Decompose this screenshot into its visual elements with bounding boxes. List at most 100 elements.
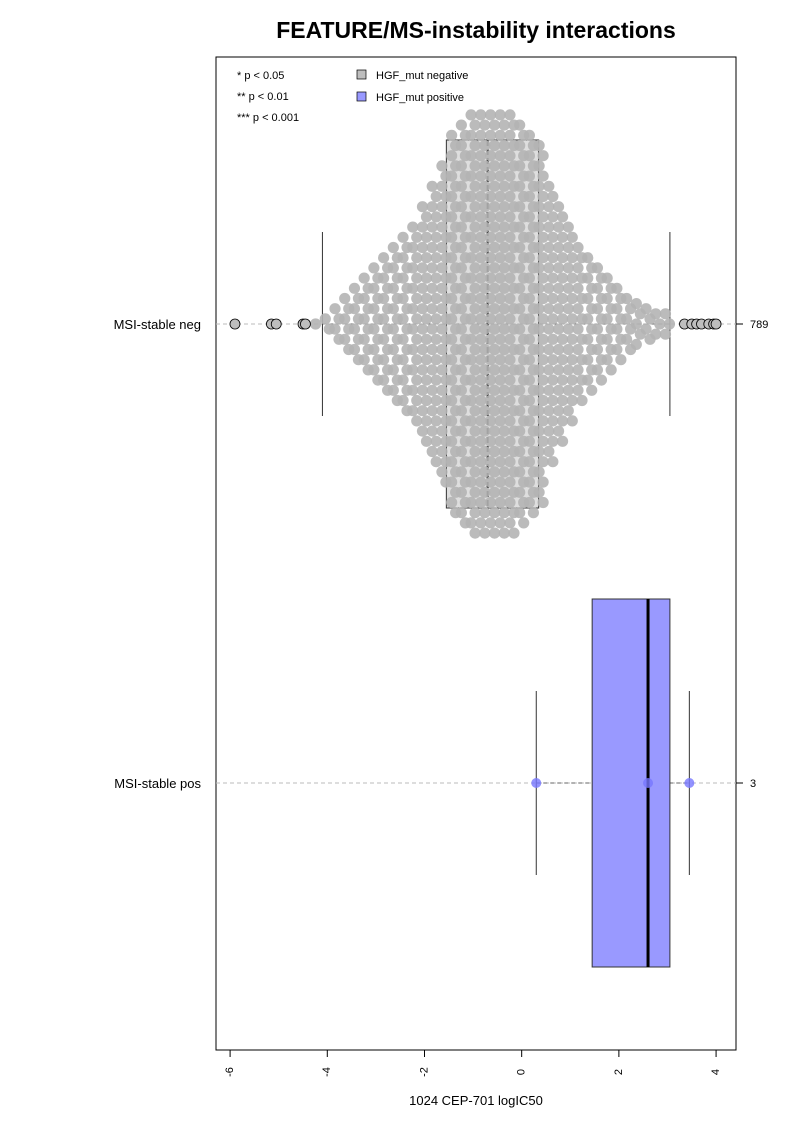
swarm-dot	[469, 160, 481, 172]
swarm-dot	[514, 425, 526, 437]
swarm-dot	[416, 303, 429, 315]
swarm-dot	[537, 252, 549, 264]
swarm-dot	[416, 201, 429, 213]
swarm-dot	[533, 323, 545, 335]
swarm-dot	[488, 201, 501, 213]
swarm-dot	[416, 282, 429, 294]
swarm-dot	[537, 170, 549, 182]
swarm-dot	[420, 354, 433, 366]
swarm-dot	[446, 272, 458, 284]
swarm-dot	[552, 262, 565, 274]
swarm-dot	[630, 338, 642, 350]
swarm-dot	[430, 456, 442, 468]
swarm-dot	[572, 343, 584, 356]
swarm-dot	[537, 231, 549, 243]
swarm-dot	[484, 211, 497, 223]
swarm-dot	[479, 507, 491, 519]
swarm-dot	[514, 405, 526, 417]
swarm-dot	[562, 282, 574, 294]
swarm-dot	[475, 211, 487, 223]
swarm-dot	[562, 364, 574, 376]
swarm-dot	[469, 323, 481, 335]
swarm-dot	[494, 190, 506, 203]
swarm-dot	[469, 405, 481, 417]
swarm-dot	[601, 313, 613, 325]
swarm-dot	[446, 313, 458, 325]
swarm-dot	[562, 343, 574, 356]
swarm-dot	[552, 282, 565, 294]
swarm-dot	[514, 282, 526, 294]
swarm-dot	[368, 262, 380, 274]
swarm-dot	[378, 374, 390, 386]
swarm-dot	[465, 109, 477, 121]
swarm-dot	[430, 231, 442, 243]
swarm-dot	[566, 415, 578, 427]
swarm-dot	[514, 486, 526, 498]
swarm-dot	[650, 328, 662, 340]
swarm-dot	[547, 333, 559, 345]
swarm-dot	[484, 476, 497, 488]
swarm-dot	[543, 364, 555, 376]
swarm-dot	[611, 323, 623, 335]
swarm-dot	[479, 262, 491, 274]
swarm-column	[630, 298, 646, 350]
swarm-dot	[479, 180, 491, 192]
chart-title: FEATURE/MS-instability interactions	[276, 17, 676, 43]
swarm-dot	[494, 374, 506, 386]
swarm-dot	[663, 318, 676, 330]
swarm-dot	[498, 384, 510, 396]
swarm-dot	[465, 150, 477, 162]
swarm-dot	[488, 303, 501, 315]
swarm-dot	[523, 129, 536, 141]
swarm-dot	[576, 394, 588, 407]
swarm-dot	[504, 190, 516, 203]
swarm-dot	[537, 292, 549, 305]
swarm-dot	[479, 405, 491, 417]
swarm-dot	[552, 364, 565, 376]
swarm-dot	[397, 272, 409, 284]
swarm-dot	[446, 231, 458, 243]
swarm-dot	[469, 425, 481, 437]
swarm-dot	[465, 394, 477, 407]
swarm-dot	[518, 517, 530, 529]
swarm-dot	[620, 313, 633, 325]
swarm-dot	[446, 435, 458, 447]
swarm-dot	[446, 354, 458, 366]
swarm-dot	[537, 211, 549, 223]
swarm-dot	[358, 292, 370, 305]
swarm-dot	[547, 354, 559, 366]
swarm-dot	[469, 486, 481, 498]
x-tick-label: -6	[224, 1067, 236, 1077]
swarm-dot	[533, 425, 545, 437]
swarm-dot	[420, 374, 433, 386]
swarm-dot	[416, 343, 429, 356]
swarm-dot	[556, 272, 569, 284]
swarm-dot	[504, 313, 516, 325]
swarm-dot	[387, 262, 399, 274]
swarm-column	[407, 221, 423, 427]
swarm-dot	[446, 292, 458, 305]
swarm-dot	[397, 231, 409, 243]
swarm-dot	[591, 343, 604, 356]
swarm-dot	[552, 221, 565, 233]
swarm-dot	[484, 313, 497, 325]
swarm-dot	[537, 496, 549, 509]
swarm-dot	[426, 384, 438, 396]
swarm-dot	[475, 496, 487, 509]
swarm-dot	[436, 384, 448, 396]
swarm-dot	[411, 374, 423, 386]
swarm-dot	[420, 292, 433, 305]
swarm-dot	[552, 303, 565, 315]
outlier	[710, 318, 722, 330]
significance-label: *** p < 0.001	[237, 112, 299, 124]
legend-label: HGF_mut negative	[376, 70, 468, 82]
swarm-dot	[430, 190, 442, 203]
swarm-dot	[533, 139, 545, 152]
swarm-dot	[436, 466, 448, 478]
swarm-dot	[455, 119, 467, 131]
swarm-dot	[378, 292, 390, 305]
swarm-dot	[556, 313, 569, 325]
swarm-dot	[498, 507, 510, 519]
swarm-dot	[494, 435, 506, 447]
